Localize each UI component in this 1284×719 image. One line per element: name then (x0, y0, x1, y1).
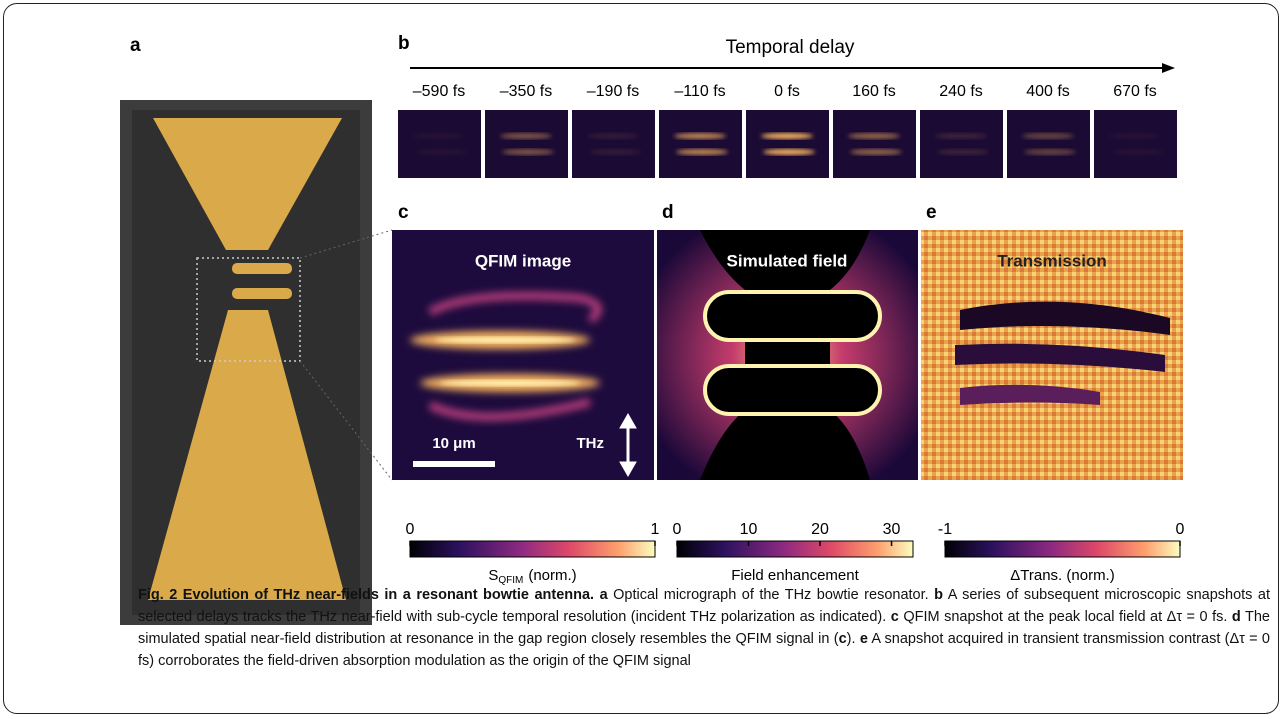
snapshot-band (502, 149, 554, 155)
snapshot (920, 110, 1003, 178)
panel-title: QFIM image (475, 251, 571, 270)
colorbar-tick-label: 0 (406, 521, 415, 538)
delay-label: –350 fs (500, 83, 552, 100)
snapshot (746, 110, 829, 178)
colorbar-tick-label: 0 (673, 521, 682, 538)
caption-text: Fig. 2 Evolution of THz near-fields in a… (138, 587, 594, 603)
page: {"panels": { "a": {"label": "a"}, "b": {… (0, 0, 1284, 719)
snapshot-band (935, 133, 987, 139)
delay-label: –590 fs (413, 83, 465, 100)
snapshot-band (763, 149, 815, 155)
panel-label: a (130, 35, 141, 56)
snapshot-band (674, 133, 726, 139)
panel-title: Simulated field (727, 251, 848, 270)
colorbar-tick-label: 20 (811, 521, 829, 538)
colorbar-label: ΔTrans. (norm.) (1010, 567, 1114, 584)
snapshot-band (1022, 133, 1074, 139)
colorbar (945, 541, 1180, 557)
caption-text: e (860, 631, 868, 647)
snapshot-band (1109, 133, 1161, 139)
snapshot-band (1024, 149, 1076, 155)
snapshot (485, 110, 568, 178)
colorbar-tick-label: 30 (883, 521, 901, 538)
snapshot-band (413, 133, 465, 139)
colorbar (410, 541, 655, 557)
colorbar-label: Field enhancement (731, 567, 859, 584)
snapshot-band (848, 133, 900, 139)
caption-text: a (594, 587, 608, 603)
snapshot-band (500, 133, 552, 139)
colorbar (677, 541, 913, 557)
snapshot-band (1111, 149, 1163, 155)
snapshot (659, 110, 742, 178)
micrograph (120, 100, 392, 625)
scale-bar (413, 461, 495, 467)
caption-text: QFIM snapshot at the peak local field at… (899, 609, 1232, 625)
axis-title: Temporal delay (726, 37, 855, 58)
panel-label: d (662, 202, 674, 223)
colorbar-tick-label: -1 (938, 521, 952, 538)
label-text: Field enhancement (731, 567, 859, 584)
delay-label: 160 fs (852, 83, 896, 100)
colorbar-tick-label: 0 (1176, 521, 1185, 538)
snapshot-band (589, 149, 641, 155)
snapshot (1094, 110, 1177, 178)
caption-text: b (934, 587, 943, 603)
caption-text: c (891, 609, 899, 625)
snapshot-band (587, 133, 639, 139)
snapshots: –590 fs –350 fs –190 fs –110 fs 0 fs 160 fs 24… (398, 83, 1177, 178)
snapshot-band (676, 149, 728, 155)
snapshot (1007, 110, 1090, 178)
scale-bar-label: 10 μm (432, 435, 475, 452)
snapshot-band (415, 149, 467, 155)
caption-text: Optical micrograph of the THz bowtie res… (608, 587, 935, 603)
colorbar-tick-label: 1 (651, 521, 660, 538)
panel-label: e (926, 202, 937, 223)
delay-label: –110 fs (674, 83, 725, 100)
delay-label: –190 fs (587, 83, 639, 100)
snapshot-band (937, 149, 989, 155)
panel-label: b (398, 33, 410, 54)
snapshot (572, 110, 655, 178)
panel-label: c (398, 202, 409, 223)
label-text: ΔTrans. (norm.) (1010, 567, 1114, 584)
colorbar-tick-label: 10 (740, 521, 758, 538)
arrow-head (1162, 63, 1175, 73)
caption-text: ). (847, 631, 860, 647)
delay-label: 0 fs (774, 83, 800, 100)
snapshot (833, 110, 916, 178)
label-text: S (488, 567, 498, 584)
caption-text: d (1232, 609, 1241, 625)
caption-text: c (839, 631, 847, 647)
caption: Fig. 2 Evolution of THz near-fields in a… (138, 584, 1270, 672)
colorbar-label: SQFIM(norm.) (488, 567, 576, 586)
delay-label: 400 fs (1026, 83, 1070, 100)
delay-label: 670 fs (1113, 83, 1157, 100)
snapshot-band (850, 149, 902, 155)
label-unit: (norm.) (528, 567, 576, 584)
polarization-label: THz (577, 435, 605, 452)
delay-label: 240 fs (939, 83, 983, 100)
snapshot-band (761, 133, 813, 139)
panel-title: Transmission (997, 251, 1107, 270)
snapshot (398, 110, 481, 178)
